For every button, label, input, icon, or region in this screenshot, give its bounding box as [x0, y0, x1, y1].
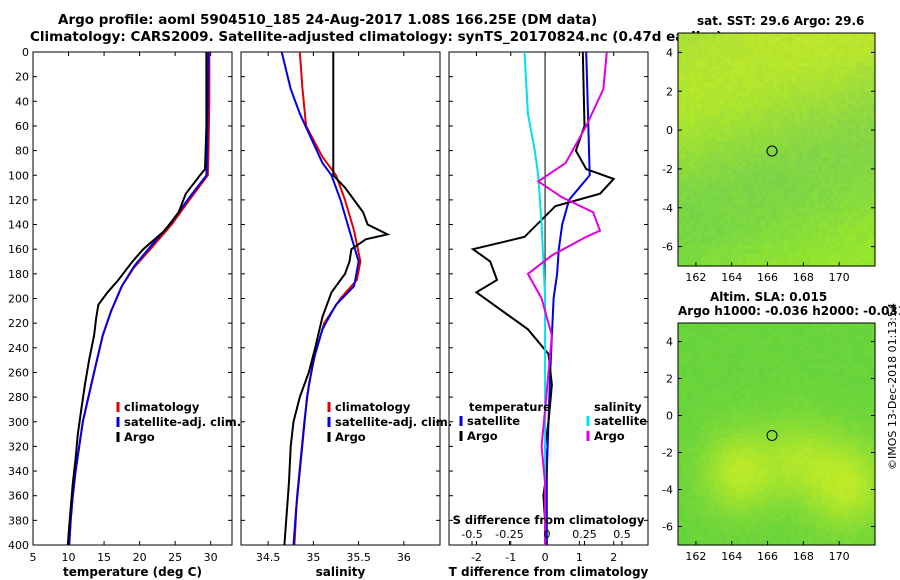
- x-tick-label: 35: [306, 551, 320, 564]
- y-tick-label: 300: [8, 416, 29, 429]
- title-line-1: Argo profile: aoml 5904510_185 24-Aug-20…: [58, 12, 598, 28]
- panel-2-frame: [448, 51, 649, 546]
- y-tick-label: 360: [8, 490, 29, 503]
- series-line-satellite-adj--clim-: [280, 51, 360, 546]
- legend-label-0-0: climatology: [124, 400, 200, 414]
- map-x-tick-label: 164: [721, 550, 742, 563]
- x-tick-label: 2: [610, 551, 617, 564]
- s-tick-label: -0.5: [461, 528, 482, 541]
- y-tick-label: 60: [15, 120, 29, 133]
- map-x-tick-label: 170: [829, 271, 850, 284]
- map-x-tick-label: 166: [757, 271, 778, 284]
- map-4: [678, 323, 876, 546]
- legend-label-1-1: satellite-adj. clim.: [335, 415, 452, 429]
- series-line-satellite-adj--clim-: [68, 51, 210, 546]
- s-axis-label: S difference from climatology: [453, 513, 645, 527]
- map-x-tick-label: 168: [793, 550, 814, 563]
- y-tick-label: 100: [8, 169, 29, 182]
- s-tick-label: 0.25: [572, 528, 597, 541]
- y-tick-label: 280: [8, 391, 29, 404]
- x-tick-label: 34.5: [256, 551, 281, 564]
- y-tick-label: 240: [8, 342, 29, 355]
- map-y-tick-label: 2: [666, 85, 673, 98]
- legend-s-0: satellite: [594, 414, 647, 428]
- map-y-tick-label: 4: [666, 46, 673, 59]
- x-tick-label: 36: [397, 551, 411, 564]
- y-tick-label: 40: [15, 95, 29, 108]
- x-tick-label: 25: [168, 551, 182, 564]
- argo-location-marker: [766, 429, 778, 441]
- y-tick-label: 380: [8, 514, 29, 527]
- x-tick-label: 0: [542, 551, 549, 564]
- y-tick-label: 320: [8, 440, 29, 453]
- y-tick-label: 200: [8, 293, 29, 306]
- map-y-tick-label: 0: [666, 410, 673, 423]
- legend-label-1-2: Argo: [335, 430, 366, 444]
- map-4-frame: [677, 322, 876, 546]
- y-tick-label: 160: [8, 243, 29, 256]
- legend-salinity-title: salinity: [594, 400, 642, 414]
- map-y-tick-label: -6: [662, 241, 673, 254]
- s-tick-label: -0.25: [495, 528, 523, 541]
- map-x-tick-label: 168: [793, 271, 814, 284]
- map-y-tick-label: -6: [662, 521, 673, 534]
- x-tick-label: 5: [30, 551, 37, 564]
- legend-label-1-0: climatology: [335, 400, 411, 414]
- x-tick-label: 35.5: [346, 551, 371, 564]
- panel-0-frame: [32, 51, 233, 546]
- y-tick-label: 260: [8, 366, 29, 379]
- argo-location-marker: [766, 145, 778, 157]
- title-line-2: Climatology: CARS2009. Satellite-adjuste…: [30, 29, 723, 45]
- sla-map-title-1: Altim. SLA: 0.015: [710, 290, 828, 304]
- x-axis-label: salinity: [316, 565, 366, 579]
- y-tick-label: 0: [22, 46, 29, 59]
- legend-temperature-title: temperature: [469, 400, 551, 414]
- x-axis-label: temperature (deg C): [63, 565, 202, 579]
- y-tick-label: 220: [8, 317, 29, 330]
- x-tick-label: -1: [505, 551, 516, 564]
- s-tick-label: 0.5: [613, 528, 631, 541]
- y-tick-label: 340: [8, 465, 29, 478]
- y-tick-label: 20: [15, 71, 29, 84]
- y-tick-label: 80: [15, 145, 29, 158]
- map-x-tick-label: 170: [829, 550, 850, 563]
- y-tick-label: 140: [8, 219, 29, 232]
- y-tick-label: 180: [8, 268, 29, 281]
- map-y-tick-label: -4: [662, 484, 673, 497]
- map-3-frame: [677, 32, 876, 267]
- map-y-tick-label: 0: [666, 124, 673, 137]
- map-x-tick-label: 162: [685, 550, 706, 563]
- sla-map-title-2: Argo h1000: -0.036 h2000: -0.031: [678, 304, 900, 318]
- legend-label-0-1: satellite-adj. clim.: [124, 415, 241, 429]
- map-x-tick-label: 166: [757, 550, 778, 563]
- x-tick-label: 10: [62, 551, 76, 564]
- sst-map-title: sat. SST: 29.6 Argo: 29.6: [697, 14, 865, 28]
- legend-t-0: satellite: [467, 414, 520, 428]
- y-tick-label: 400: [8, 539, 29, 552]
- series-line-argo: [283, 52, 391, 546]
- map-x-tick-label: 164: [721, 271, 742, 284]
- legend-label-0-2: Argo: [124, 430, 155, 444]
- map-y-tick-label: -4: [662, 202, 673, 215]
- map-3: [678, 33, 876, 267]
- map-y-tick-label: 4: [666, 336, 673, 349]
- x-tick-label: 30: [204, 551, 218, 564]
- map-x-tick-label: 162: [685, 271, 706, 284]
- x-axis-label: T difference from climatology: [449, 565, 649, 579]
- x-tick-label: 20: [133, 551, 147, 564]
- map-y-tick-label: -2: [662, 447, 673, 460]
- map-y-tick-label: -2: [662, 163, 673, 176]
- map-y-tick-label: 2: [666, 373, 673, 386]
- x-tick-label: -2: [471, 551, 482, 564]
- x-tick-label: 1: [576, 551, 583, 564]
- x-tick-label: 15: [97, 551, 111, 564]
- s-tick-label: 0: [544, 528, 551, 541]
- legend-s-1: Argo: [594, 429, 625, 443]
- legend-t-1: Argo: [467, 429, 498, 443]
- series-line-argo: [66, 52, 208, 546]
- series-line-s-argo: [526, 51, 608, 545]
- y-tick-label: 120: [8, 194, 29, 207]
